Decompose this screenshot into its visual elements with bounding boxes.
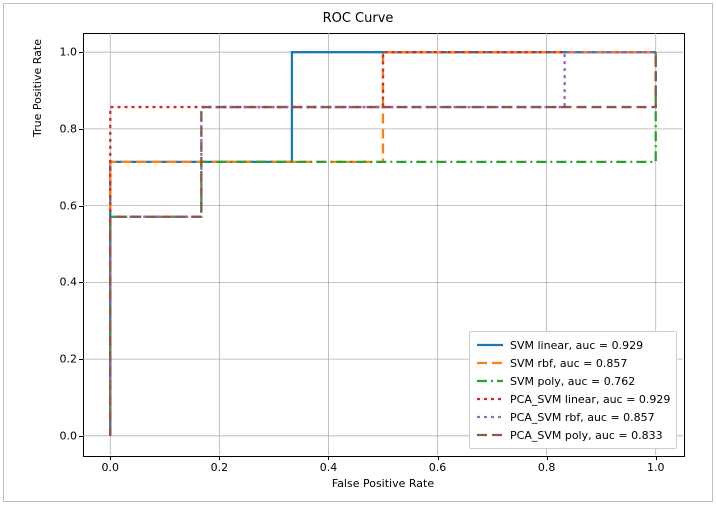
y-tick-mark (79, 359, 83, 360)
legend-entry: PCA_SVM linear, auc = 0.929 (476, 390, 670, 408)
figure: ROC Curve 0.0 0.2 0.4 0.6 0.8 1.0 0.0 0.2 0.4 0.… (0, 0, 716, 505)
x-tick-label: 0.0 (102, 461, 120, 474)
y-tick-mark (79, 129, 83, 130)
y-tick-mark (79, 282, 83, 283)
x-tick-label: 1.0 (647, 461, 665, 474)
legend-swatch (476, 338, 504, 352)
legend-label: PCA_SVM poly, auc = 0.833 (510, 429, 663, 442)
x-tick-mark (328, 456, 329, 460)
legend: SVM linear, auc = 0.929 SVM rbf, auc = 0.… (469, 331, 677, 449)
y-tick-label: 0.0 (53, 429, 77, 442)
x-tick-label: 0.6 (429, 461, 447, 474)
legend-swatch (476, 392, 504, 406)
legend-entry: SVM linear, auc = 0.929 (476, 336, 670, 354)
y-tick-mark (79, 206, 83, 207)
y-tick-label: 0.4 (53, 276, 77, 289)
y-tick-label: 1.0 (53, 46, 77, 59)
legend-swatch (476, 374, 504, 388)
x-tick-mark (438, 456, 439, 460)
legend-label: PCA_SVM linear, auc = 0.929 (510, 393, 670, 406)
legend-swatch (476, 356, 504, 370)
legend-label: SVM rbf, auc = 0.857 (510, 357, 627, 370)
y-tick-label: 0.8 (53, 122, 77, 135)
legend-swatch (476, 428, 504, 442)
y-tick-label: 0.2 (53, 353, 77, 366)
y-axis-label: True Positive Rate (31, 0, 44, 299)
x-tick-mark (656, 456, 657, 460)
legend-label: SVM poly, auc = 0.762 (510, 375, 635, 388)
legend-label: PCA_SVM rbf, auc = 0.857 (510, 411, 655, 424)
legend-entry: SVM rbf, auc = 0.857 (476, 354, 670, 372)
x-tick-label: 0.8 (538, 461, 556, 474)
legend-entry: SVM poly, auc = 0.762 (476, 372, 670, 390)
legend-entry: PCA_SVM rbf, auc = 0.857 (476, 408, 670, 426)
x-tick-mark (219, 456, 220, 460)
legend-label: SVM linear, auc = 0.929 (510, 339, 643, 352)
x-tick-mark (547, 456, 548, 460)
x-tick-mark (110, 456, 111, 460)
chart-title: ROC Curve (0, 11, 716, 26)
legend-swatch (476, 410, 504, 424)
x-axis-label: False Positive Rate (83, 477, 683, 490)
x-tick-label: 0.2 (211, 461, 229, 474)
y-tick-label: 0.6 (53, 199, 77, 212)
legend-entry: PCA_SVM poly, auc = 0.833 (476, 426, 670, 444)
y-tick-mark (79, 52, 83, 53)
x-tick-label: 0.4 (320, 461, 338, 474)
y-tick-mark (79, 436, 83, 437)
